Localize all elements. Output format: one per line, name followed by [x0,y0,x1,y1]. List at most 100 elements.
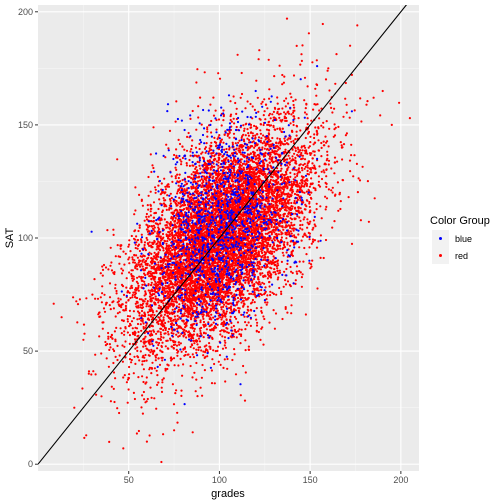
data-point [139,265,142,268]
data-point [150,396,153,399]
data-point [201,171,204,174]
data-point [175,389,178,392]
data-point [270,156,273,159]
data-point [199,332,202,335]
data-point [274,312,278,315]
data-point [183,226,186,229]
data-point [192,347,195,350]
data-point [174,219,177,222]
data-point [306,152,309,155]
data-point [128,239,131,242]
data-point [217,72,220,75]
data-point [253,146,256,149]
data-point [191,109,194,113]
data-point [311,259,314,262]
data-point [226,134,229,137]
data-point [286,195,289,198]
data-point [121,344,124,347]
data-point [235,336,238,339]
data-point [118,304,121,308]
data-point [257,136,261,139]
data-point [239,342,242,345]
data-point [276,127,279,130]
data-point [333,107,336,110]
data-point [175,154,178,157]
data-point [259,268,262,271]
data-point [323,171,326,174]
data-point [255,324,259,327]
data-point [313,211,316,214]
data-point [243,315,246,318]
data-point [349,170,352,173]
data-point [366,100,369,103]
data-point [255,330,258,333]
data-point [83,332,86,335]
data-point [239,96,242,99]
data-point [293,207,297,210]
data-point [222,109,225,112]
data-point [155,407,158,410]
data-point [272,160,275,163]
data-point [290,312,293,315]
data-point [144,290,147,293]
data-point [204,332,207,335]
data-point [257,289,260,292]
data-point [280,167,283,170]
data-point [217,164,220,167]
data-point [190,343,193,346]
data-point [221,250,225,253]
data-point [240,92,244,96]
data-point [303,158,307,161]
data-point [127,299,130,302]
data-point [108,343,111,346]
data-point [151,342,154,346]
data-point [313,136,316,140]
data-point [139,340,143,343]
data-point [114,283,117,286]
data-point [103,310,107,313]
data-point [128,358,132,361]
data-point [240,313,243,316]
data-point [232,117,235,120]
data-point [186,135,189,138]
data-point [353,109,356,112]
data-point [177,335,180,338]
data-point [153,314,156,317]
data-point [110,261,113,264]
data-point [203,147,207,150]
data-point [327,163,330,166]
data-point [328,89,331,92]
data-point [173,364,176,367]
data-point [320,141,323,145]
data-point [110,385,113,388]
data-point [152,297,155,300]
data-point [197,105,200,108]
data-point [137,289,140,292]
data-point [114,355,117,358]
data-point [168,208,171,211]
data-point [142,302,145,305]
data-point [295,134,298,137]
data-point [162,433,165,436]
data-point [205,314,208,317]
data-point [161,341,164,344]
data-point [312,219,315,222]
data-point [183,346,187,349]
data-point [317,127,320,130]
data-point [309,220,312,223]
data-point [103,293,106,296]
data-point [253,160,256,164]
data-point [231,171,234,174]
data-point [284,283,288,286]
data-point [220,261,223,264]
data-point [115,289,118,293]
data-point [234,142,237,145]
data-point [318,109,321,112]
data-point [301,154,304,157]
data-point [212,114,216,117]
data-point [303,232,306,235]
data-point [193,342,196,345]
data-point [136,247,139,250]
data-point [177,184,180,187]
data-point [158,316,161,319]
